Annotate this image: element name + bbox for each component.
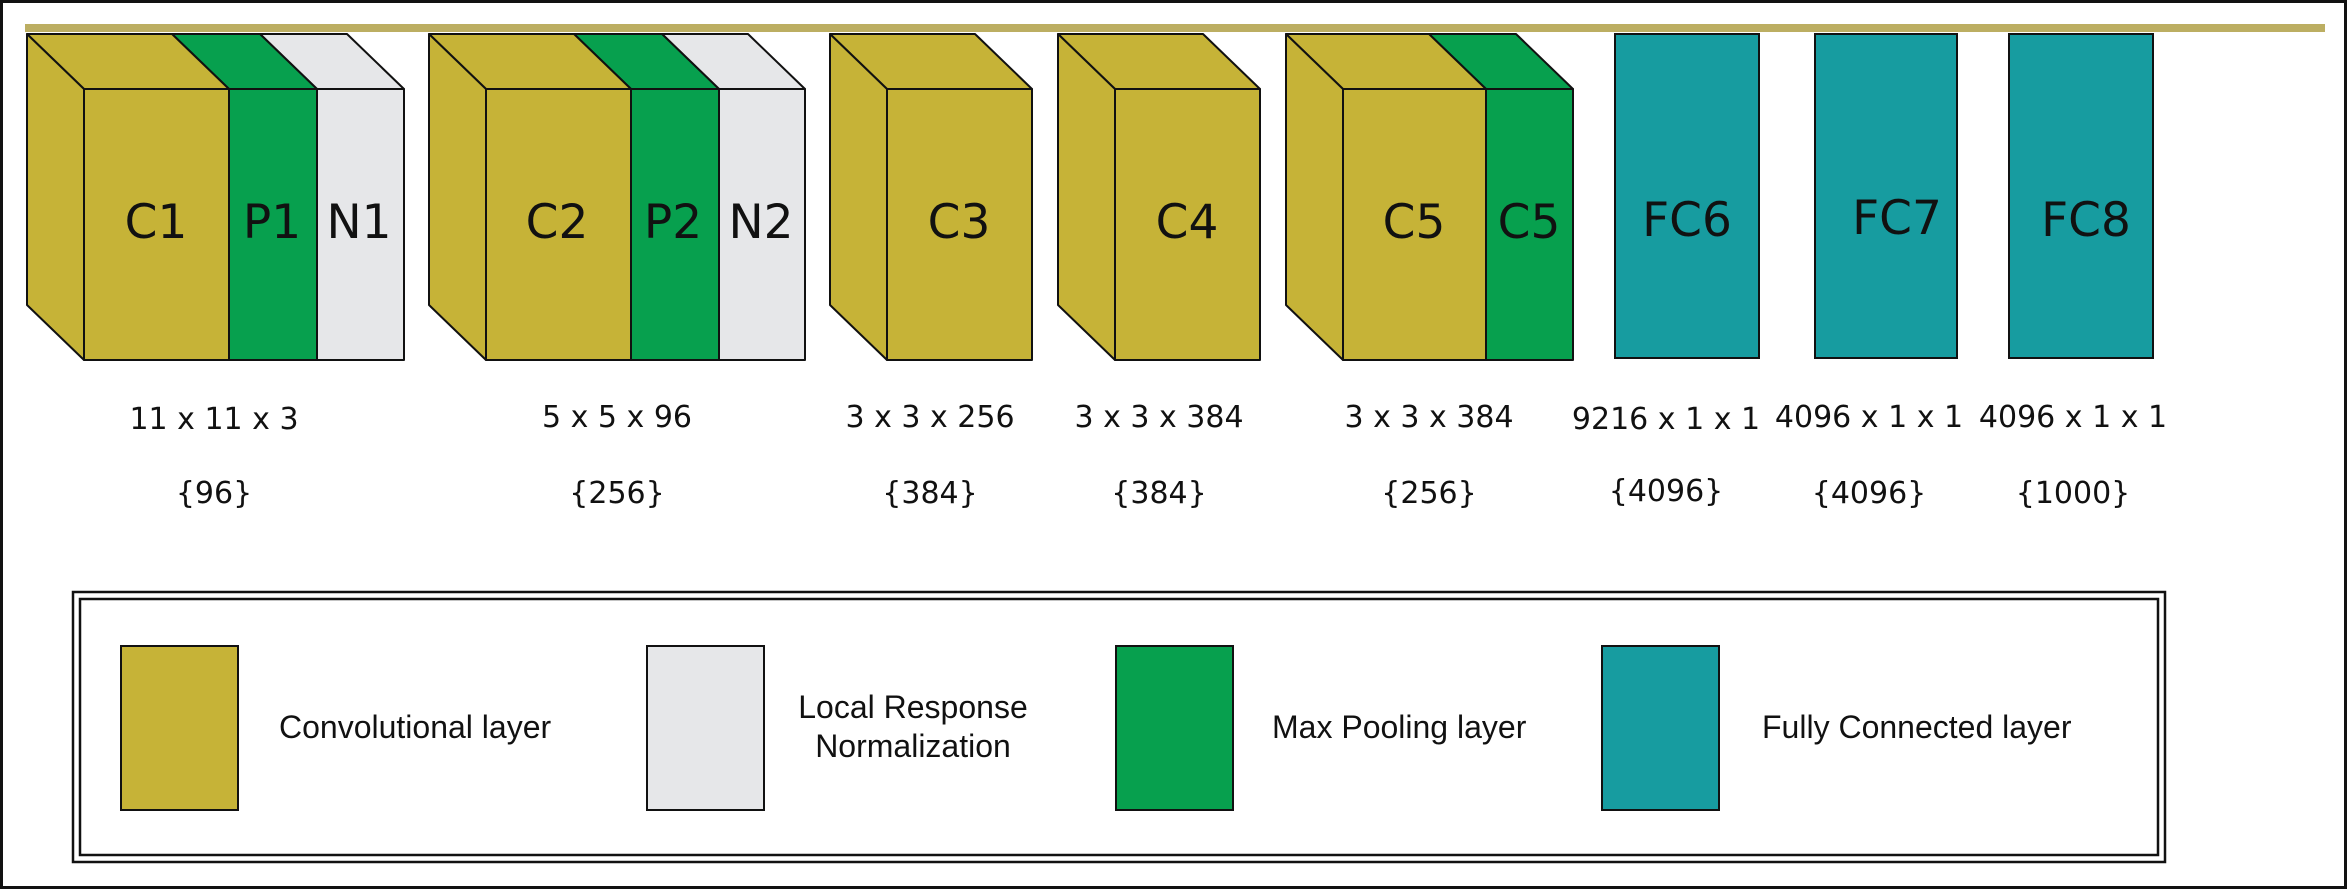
legend-label-convolutional: Convolutional layer (279, 709, 552, 745)
c3-block-side (829, 33, 888, 361)
layer-group-3 (829, 33, 1033, 361)
block-labels: C1 P1 N1 C2 P2 N2 C3 C4 C5 C5 FC6 FC7 FC… (125, 191, 2131, 250)
legend-swatch-convolutional (120, 645, 239, 811)
c5-block (1342, 88, 1487, 361)
legend: Convolutional layer Local Response Norma… (71, 590, 2167, 864)
p1-block (228, 88, 318, 361)
legend-label-fully-connected: Fully Connected layer (1762, 709, 2072, 745)
c1-label: C1 (125, 195, 188, 250)
c4-label: C4 (1156, 195, 1219, 250)
c5-label: C5 (1383, 195, 1446, 250)
layer-group-fc (1614, 33, 2154, 359)
c2-label: C2 (526, 195, 589, 250)
legend-label-normalization-line2: Normalization (815, 728, 1011, 764)
layer-group-2 (428, 33, 806, 361)
layer-group-1 (26, 33, 405, 361)
legend-label-normalization-line1: Local Response (798, 689, 1027, 725)
legend-swatch-normalization (646, 645, 765, 811)
c1-block (83, 88, 230, 361)
g1-count: {96} (176, 476, 252, 511)
g3-size: 3 x 3 x 256 (845, 400, 1014, 435)
c3-block (886, 88, 1033, 361)
fc6-label: FC6 (1642, 193, 1732, 248)
g6-count: {4096} (1609, 474, 1724, 509)
g5-count: {256} (1381, 476, 1476, 511)
layer-group-5 (1285, 33, 1574, 361)
fc7-block (1814, 33, 1958, 359)
c5-pool-label: C5 (1498, 195, 1561, 250)
n1-label: N1 (326, 195, 391, 250)
g4-count: {384} (1111, 476, 1206, 511)
g3-count: {384} (882, 476, 977, 511)
c2-block-side (428, 33, 487, 361)
g6-size: 9216 x 1 x 1 (1572, 402, 1760, 437)
g8-size: 4096 x 1 x 1 (1979, 400, 2167, 435)
g7-count: {4096} (1812, 476, 1927, 511)
layer-group-4 (1057, 33, 1261, 361)
g1-size: 11 x 11 x 3 (129, 402, 298, 437)
n2-label: N2 (728, 195, 793, 250)
fc7-label: FC7 (1852, 191, 1942, 246)
fc8-block (2008, 33, 2154, 359)
dimension-labels: 11 x 11 x 3 {96} 5 x 5 x 96 {256} 3 x 3 … (129, 400, 2167, 511)
c4-block-side (1057, 33, 1116, 361)
c4-block (1114, 88, 1261, 361)
legend-swatch-fully-connected (1601, 645, 1720, 811)
c5-pool-block (1485, 88, 1574, 361)
g8-count: {1000} (2016, 476, 2131, 511)
top-bar (25, 24, 2325, 32)
g7-size: 4096 x 1 x 1 (1775, 400, 1963, 435)
c3-label: C3 (928, 195, 991, 250)
n1-block (316, 88, 405, 361)
legend-swatch-pooling (1115, 645, 1234, 811)
p1-label: P1 (243, 195, 301, 250)
g5-size: 3 x 3 x 384 (1344, 400, 1513, 435)
g2-size: 5 x 5 x 96 (542, 400, 692, 435)
c5-block-side (1285, 33, 1344, 361)
legend-label-pooling: Max Pooling layer (1272, 709, 1527, 745)
c2-block (485, 88, 632, 361)
g2-count: {256} (569, 476, 664, 511)
fc8-label: FC8 (2041, 193, 2131, 248)
fc6-block (1614, 33, 1760, 359)
g4-size: 3 x 3 x 384 (1074, 400, 1243, 435)
legend-frame-outer (71, 590, 2167, 864)
legend-frame-inner (78, 597, 2160, 857)
c1-block-side (26, 33, 85, 361)
p2-label: P2 (644, 195, 702, 250)
p2-block (630, 88, 720, 361)
